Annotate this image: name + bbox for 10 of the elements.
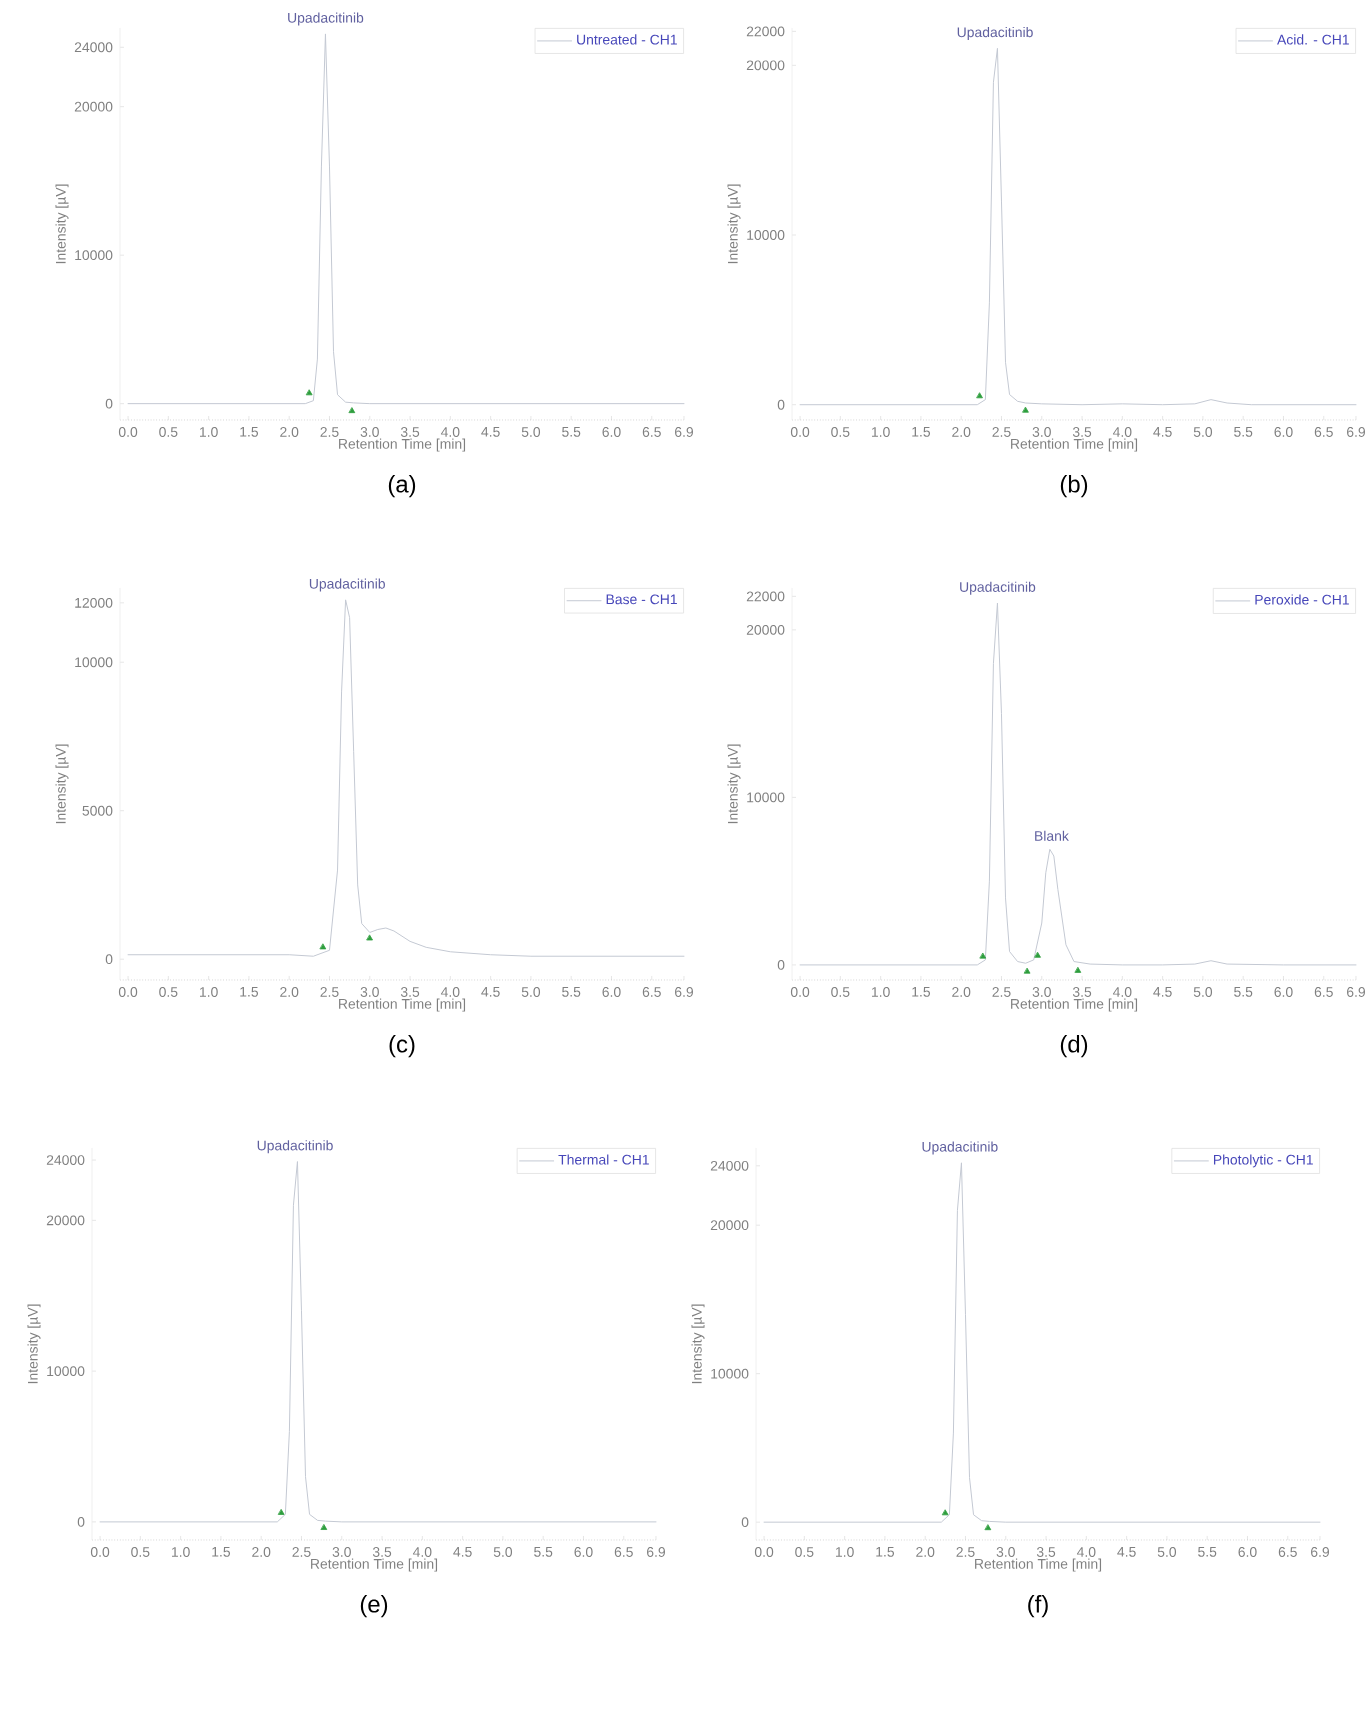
text: (a) (388, 475, 416, 498)
text: (d) (1060, 1035, 1088, 1058)
text: (c) (389, 1035, 415, 1058)
point (1074, 967, 1082, 973)
text: (b) (1060, 475, 1088, 498)
point (1024, 968, 1031, 974)
point (979, 952, 987, 959)
point (1034, 952, 1041, 958)
text: (e) (360, 1595, 388, 1618)
text: (f) (1028, 1595, 1048, 1618)
